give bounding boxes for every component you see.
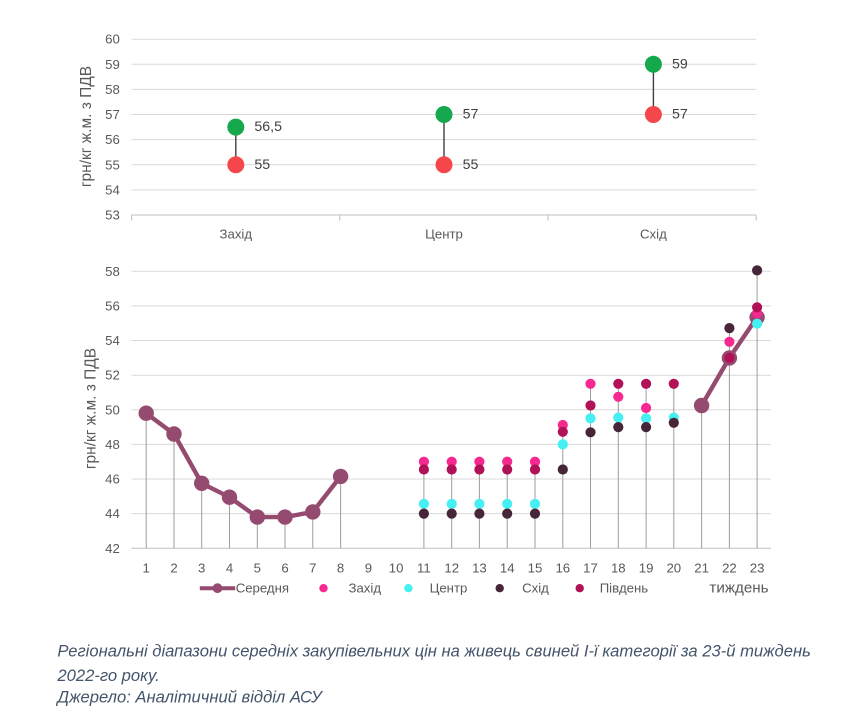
svg-text:Центр: Центр xyxy=(430,581,468,596)
svg-text:18: 18 xyxy=(611,561,626,576)
svg-text:44: 44 xyxy=(105,506,120,521)
svg-text:58: 58 xyxy=(105,264,120,279)
svg-text:60: 60 xyxy=(105,32,120,47)
svg-text:55: 55 xyxy=(105,157,120,172)
svg-text:17: 17 xyxy=(583,561,598,576)
svg-text:2: 2 xyxy=(170,561,177,576)
svg-text:16: 16 xyxy=(555,561,570,576)
svg-text:57: 57 xyxy=(672,107,688,123)
svg-text:14: 14 xyxy=(500,561,515,576)
svg-text:грн/кг ж.м. з ПДВ: грн/кг ж.м. з ПДВ xyxy=(78,66,95,187)
svg-text:3: 3 xyxy=(198,561,205,576)
svg-text:Регіональні діапазони середніх: Регіональні діапазони середніх закупівел… xyxy=(57,642,810,661)
svg-text:тиждень: тиждень xyxy=(709,579,768,596)
svg-text:23: 23 xyxy=(750,561,765,576)
svg-text:22: 22 xyxy=(722,561,737,576)
svg-text:7: 7 xyxy=(309,561,316,576)
svg-text:59: 59 xyxy=(105,57,120,72)
svg-text:8: 8 xyxy=(337,561,344,576)
svg-text:55: 55 xyxy=(463,157,479,173)
svg-text:58: 58 xyxy=(105,82,120,97)
svg-text:Схід: Схід xyxy=(640,226,667,241)
svg-text:59: 59 xyxy=(672,56,688,72)
svg-text:10: 10 xyxy=(389,561,404,576)
svg-text:Джерело: Аналітичний відділ АС: Джерело: Аналітичний відділ АСУ xyxy=(55,687,323,706)
svg-text:55: 55 xyxy=(254,157,270,173)
svg-text:6: 6 xyxy=(281,561,288,576)
svg-text:56: 56 xyxy=(105,132,120,147)
svg-text:54: 54 xyxy=(105,182,120,197)
svg-text:2022-го року.: 2022-го року. xyxy=(56,666,159,685)
svg-text:1: 1 xyxy=(143,561,150,576)
svg-text:53: 53 xyxy=(105,208,120,223)
svg-text:50: 50 xyxy=(105,402,120,417)
svg-text:46: 46 xyxy=(105,472,120,487)
svg-text:13: 13 xyxy=(472,561,487,576)
svg-text:19: 19 xyxy=(639,561,654,576)
svg-text:12: 12 xyxy=(444,561,459,576)
svg-text:57: 57 xyxy=(105,107,120,122)
svg-text:Середня: Середня xyxy=(236,581,289,596)
svg-text:48: 48 xyxy=(105,437,120,452)
svg-text:56: 56 xyxy=(105,298,120,313)
svg-text:Захід: Захід xyxy=(220,226,253,241)
svg-text:4: 4 xyxy=(226,561,233,576)
svg-text:42: 42 xyxy=(105,541,120,556)
svg-text:грн/кг ж.м. з ПДВ: грн/кг ж.м. з ПДВ xyxy=(83,348,100,469)
svg-text:52: 52 xyxy=(105,368,120,383)
svg-text:56,5: 56,5 xyxy=(254,119,282,135)
svg-text:15: 15 xyxy=(528,561,543,576)
svg-text:5: 5 xyxy=(254,561,261,576)
svg-text:Схід: Схід xyxy=(522,581,549,596)
svg-text:11: 11 xyxy=(417,561,431,576)
svg-text:Центр: Центр xyxy=(425,226,463,241)
svg-text:20: 20 xyxy=(666,561,681,576)
svg-text:54: 54 xyxy=(105,333,120,348)
svg-text:9: 9 xyxy=(365,561,372,576)
svg-text:21: 21 xyxy=(694,561,709,576)
svg-text:Південь: Південь xyxy=(600,581,649,596)
svg-text:Захід: Захід xyxy=(349,581,382,596)
svg-text:57: 57 xyxy=(463,107,479,123)
